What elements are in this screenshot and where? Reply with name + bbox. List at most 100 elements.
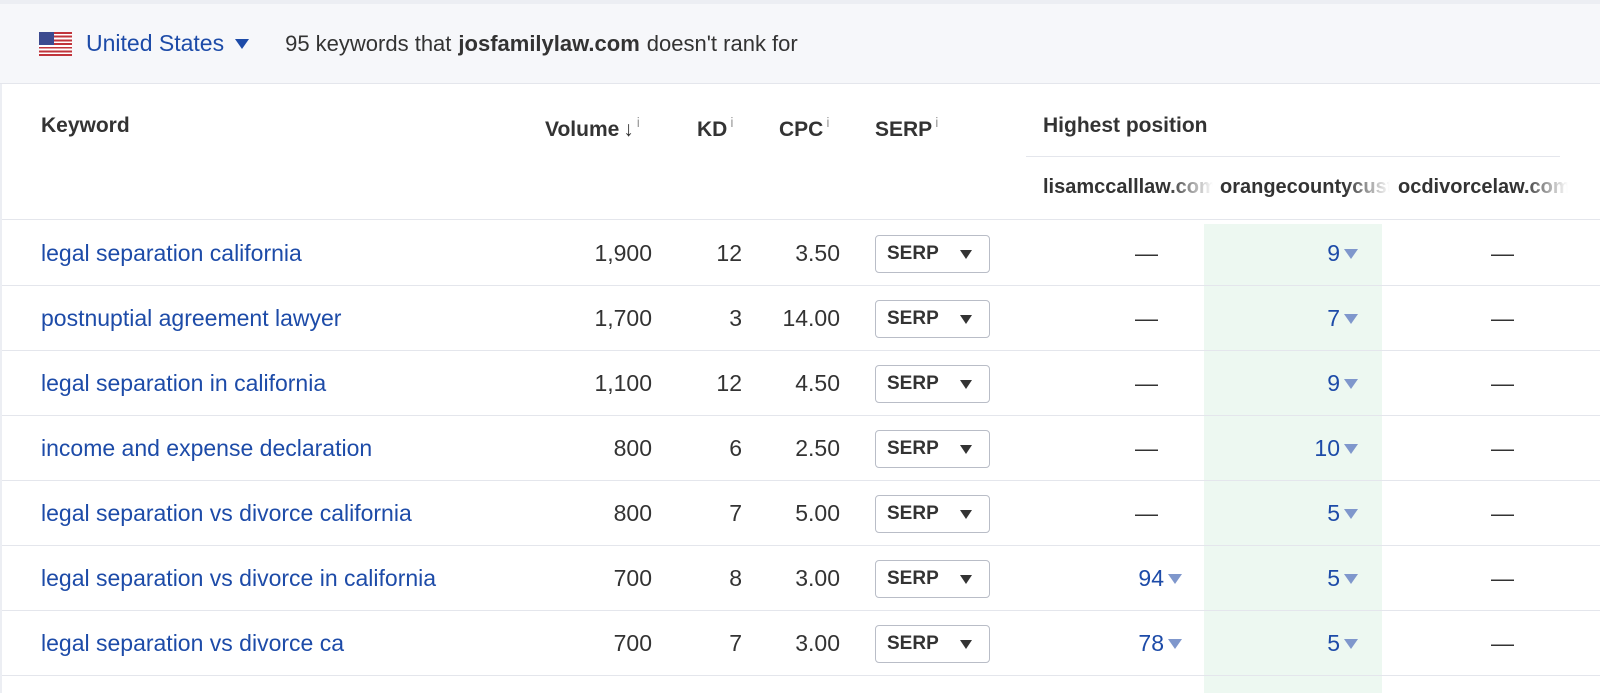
caret-down-icon — [960, 509, 972, 519]
position-link[interactable]: 9 — [1327, 240, 1340, 266]
info-icon[interactable]: i — [935, 114, 939, 130]
sort-descending-icon: ↓ — [623, 118, 634, 141]
cpc-value: 4.50 — [795, 370, 840, 396]
caret-down-icon — [960, 314, 972, 324]
highest-position-header: Highest position — [1043, 114, 1208, 137]
position-link[interactable]: 9 — [1327, 370, 1340, 396]
table-row: legal separation in california 1,100 12 4.5… — [2, 350, 1600, 416]
position-link[interactable]: 7 — [1327, 305, 1340, 331]
serp-button-label: SERP — [887, 308, 939, 329]
country-selector[interactable]: United States — [86, 30, 250, 57]
caret-down-icon — [1344, 574, 1358, 584]
volume-value: 1,700 — [594, 305, 652, 331]
volume-value: 700 — [613, 565, 652, 591]
position-value[interactable]: 5 — [1208, 480, 1358, 546]
keyword-link[interactable]: legal separation california — [41, 240, 302, 266]
target-domain: josfamilylaw.com — [458, 30, 640, 56]
volume-column-header[interactable]: Volume ↓ i — [545, 114, 640, 141]
position-empty: — — [1135, 370, 1158, 396]
caret-down-icon — [1344, 314, 1358, 324]
table-row: legal separation vs divorce in californi… — [2, 545, 1600, 611]
row-divider — [2, 610, 1600, 611]
position-value[interactable]: 10 — [1208, 415, 1358, 481]
position-empty: — — [1135, 435, 1158, 461]
caret-down-icon — [1168, 639, 1182, 649]
kd-value: 6 — [729, 435, 742, 461]
keyword-link[interactable]: legal separation vs divorce california — [41, 500, 412, 526]
keyword-link[interactable]: income and expense declaration — [41, 435, 373, 461]
cpc-value: 5.00 — [795, 500, 840, 526]
position-link[interactable]: 10 — [1314, 435, 1340, 461]
cpc-value: 3.00 — [795, 630, 840, 656]
volume-value: 1,900 — [594, 240, 652, 266]
info-icon[interactable]: i — [826, 114, 830, 130]
competitor-site-2[interactable]: orangecountycustodylawyer.com — [1220, 176, 1390, 199]
serp-button-label: SERP — [887, 373, 939, 394]
position-value[interactable]: 5 — [1208, 610, 1358, 676]
position-link[interactable]: 78 — [1138, 630, 1164, 656]
row-divider — [2, 480, 1600, 481]
serp-button[interactable]: SERP — [875, 300, 990, 338]
position-value[interactable]: 9 — [1208, 350, 1358, 416]
position-empty: — — [1491, 565, 1514, 591]
serp-button[interactable]: SERP — [875, 365, 990, 403]
position-empty: — — [1135, 305, 1158, 331]
cpc-value: 14.00 — [782, 305, 840, 331]
caret-down-icon — [960, 444, 972, 454]
competitor-site-3[interactable]: ocdivorcelaw.com — [1398, 176, 1568, 199]
table-row: income and expense declaration 800 6 2.50 SE… — [2, 415, 1600, 481]
us-flag-icon — [39, 31, 72, 56]
info-icon[interactable]: i — [636, 114, 640, 130]
kd-value: 12 — [716, 370, 742, 396]
keyword-link[interactable]: legal separation vs divorce in californi… — [41, 565, 437, 591]
position-value[interactable]: 5 — [1208, 545, 1358, 611]
position-empty: — — [1491, 630, 1514, 656]
position-value[interactable]: 94 — [1032, 545, 1182, 611]
keyword-link[interactable]: legal separation vs divorce ca — [41, 630, 344, 656]
position-value[interactable]: 9 — [1208, 220, 1358, 286]
position-link[interactable]: 94 — [1138, 565, 1164, 591]
position-value[interactable]: 7 — [1208, 285, 1358, 351]
kd-value: 12 — [716, 240, 742, 266]
caret-down-icon — [960, 574, 972, 584]
keyword-column-header[interactable]: Keyword — [41, 114, 130, 137]
position-empty: — — [1491, 500, 1514, 526]
row-divider — [2, 675, 1600, 676]
position-value[interactable]: 78 — [1032, 610, 1182, 676]
position-link[interactable]: 5 — [1327, 630, 1340, 656]
summary-prefix: 95 keywords that — [285, 30, 452, 56]
position-empty: — — [1491, 240, 1514, 266]
caret-down-icon — [1168, 574, 1182, 584]
row-divider — [2, 285, 1600, 286]
info-icon[interactable]: i — [730, 114, 734, 130]
cpc-column-header[interactable]: CPC i — [779, 114, 830, 141]
serp-button[interactable]: SERP — [875, 235, 990, 273]
keyword-link[interactable]: legal separation in california — [41, 370, 327, 396]
position-link[interactable]: 5 — [1327, 565, 1340, 591]
serp-button[interactable]: SERP — [875, 560, 990, 598]
serp-button-label: SERP — [887, 243, 939, 264]
volume-value: 800 — [613, 500, 652, 526]
serp-button[interactable]: SERP — [875, 495, 990, 533]
serp-button-label: SERP — [887, 438, 939, 459]
keyword-link[interactable]: postnuptial agreement lawyer — [41, 305, 342, 331]
serp-button[interactable]: SERP — [875, 430, 990, 468]
table-row: legal separation vs divorce ca 700 7 3.00 SE… — [2, 610, 1600, 676]
table-row: postnuptial agreement lawyer 1,700 3 14.00 S… — [2, 285, 1600, 351]
serp-button-label: SERP — [887, 633, 939, 654]
volume-value: 700 — [613, 630, 652, 656]
header-divider — [1026, 156, 1560, 157]
cpc-value: 3.00 — [795, 565, 840, 591]
row-divider — [2, 350, 1600, 351]
serp-button[interactable]: SERP — [875, 625, 990, 663]
filter-bar: United States 95 keywords that josfamily… — [0, 0, 1600, 84]
cpc-value: 2.50 — [795, 435, 840, 461]
caret-down-icon — [1344, 249, 1358, 259]
kd-column-header[interactable]: KD i — [697, 114, 734, 141]
highlighted-column — [1204, 224, 1382, 693]
position-link[interactable]: 5 — [1327, 500, 1340, 526]
country-label: United States — [86, 30, 225, 56]
table-row: legal separation vs divorce california 80… — [2, 480, 1600, 546]
summary-suffix: doesn't rank for — [646, 30, 798, 56]
competitor-site-1[interactable]: lisamccalllaw.com — [1043, 176, 1213, 199]
